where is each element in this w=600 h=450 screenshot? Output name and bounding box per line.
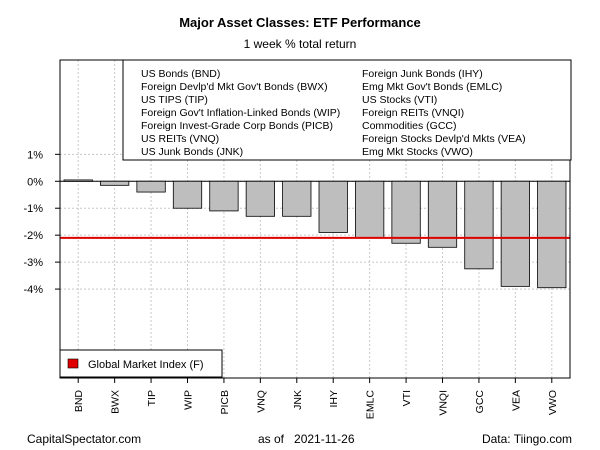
bar-vwo: [537, 180, 567, 289]
footer-date: as of 2021-11-26: [258, 432, 355, 446]
x-tick-label-bnd: BND: [73, 390, 85, 413]
legend-entry: US TIPS (TIP): [141, 94, 208, 106]
index-legend: Global Market Index (F): [59, 349, 223, 378]
x-axis: BND BWX TIP WIP PICB VNQ JNK IHY EMLC VTI VNQI GCC V…: [73, 378, 559, 419]
chart-subtitle: 1 week % total return: [243, 37, 357, 51]
legend-entry: US REITs (VNQ): [141, 133, 219, 145]
ticker-legend: US Bonds (BND)Foreign Devlp'd Mkt Gov't …: [122, 59, 572, 161]
bar-tip: [136, 180, 166, 193]
ticker-legend-box: [122, 59, 572, 161]
legend-entry: Emg Mkt Gov't Bonds (EMLC): [362, 81, 502, 93]
footer-source-right: Data: Tiingo.com: [481, 432, 572, 446]
legend-entry: Foreign Devlp'd Mkt Gov't Bonds (BWX): [141, 81, 328, 93]
bar-bwx: [100, 180, 130, 186]
x-tick-label-bwx: BWX: [110, 390, 122, 414]
x-tick-label-jnk: JNK: [292, 390, 304, 410]
legend-entry: Foreign Junk Bonds (IHY): [362, 68, 483, 80]
x-tick-label-wip: WIP: [183, 390, 195, 410]
index-legend-label: Global Market Index (F): [88, 359, 204, 371]
bar-emlc: [355, 180, 385, 239]
legend-entry: Foreign Stocks Devlp'd Mkts (VEA): [362, 133, 526, 145]
bar-wip: [172, 180, 203, 209]
legend-entry: US Junk Bonds (JNK): [141, 146, 243, 158]
y-tick-label: 1%: [27, 149, 43, 161]
x-tick-label-vnq: VNQ: [255, 390, 267, 413]
legend-entry: Foreign Invest-Grade Corp Bonds (PICB): [141, 120, 333, 132]
x-tick-label-gcc: GCC: [474, 390, 486, 414]
bar-vnq: [245, 180, 275, 217]
legend-entry: Commodities (GCC): [362, 120, 457, 132]
index-legend-box: [59, 349, 223, 378]
y-tick-label: -2%: [23, 230, 43, 242]
y-tick-label: -1%: [23, 203, 43, 215]
bar-picb: [209, 180, 239, 212]
bar-vnqi: [427, 180, 458, 248]
x-tick-label-tip: TIP: [146, 390, 158, 406]
bar-bnd: [63, 179, 93, 182]
y-axis: 1% 0% -1% -2% -3% -4%: [23, 149, 60, 296]
footer-source-left: CapitalSpectator.com: [27, 432, 142, 446]
y-tick-label: -3%: [23, 257, 43, 269]
x-tick-label-vti: VTI: [401, 390, 413, 406]
x-tick-label-emlc: EMLC: [365, 390, 377, 420]
bar-vti: [391, 180, 421, 244]
y-tick-label: -4%: [23, 284, 43, 296]
x-tick-label-vwo: VWO: [547, 390, 559, 415]
bar-jnk: [282, 180, 312, 217]
legend-entry: Foreign REITs (VNQI): [362, 107, 464, 119]
x-tick-label-vea: VEA: [510, 390, 522, 411]
bars: [63, 179, 567, 289]
bar-ihy: [318, 180, 348, 233]
chart-title: Major Asset Classes: ETF Performance: [179, 15, 421, 30]
bar-gcc: [464, 180, 494, 270]
x-tick-label-vnqi: VNQI: [438, 390, 450, 416]
legend-entry: Emg Mkt Stocks (VWO): [362, 146, 473, 158]
x-tick-label-ihy: IHY: [328, 390, 340, 408]
bar-vea: [500, 180, 530, 287]
legend-entry: US Bonds (BND): [141, 68, 220, 80]
x-tick-label-picb: PICB: [219, 390, 231, 415]
legend-entry: Foreign Gov't Inflation-Linked Bonds (WI…: [141, 107, 340, 119]
y-tick-label: 0%: [27, 176, 43, 188]
index-legend-swatch: [67, 358, 79, 369]
legend-entry: US Stocks (VTI): [362, 94, 437, 106]
